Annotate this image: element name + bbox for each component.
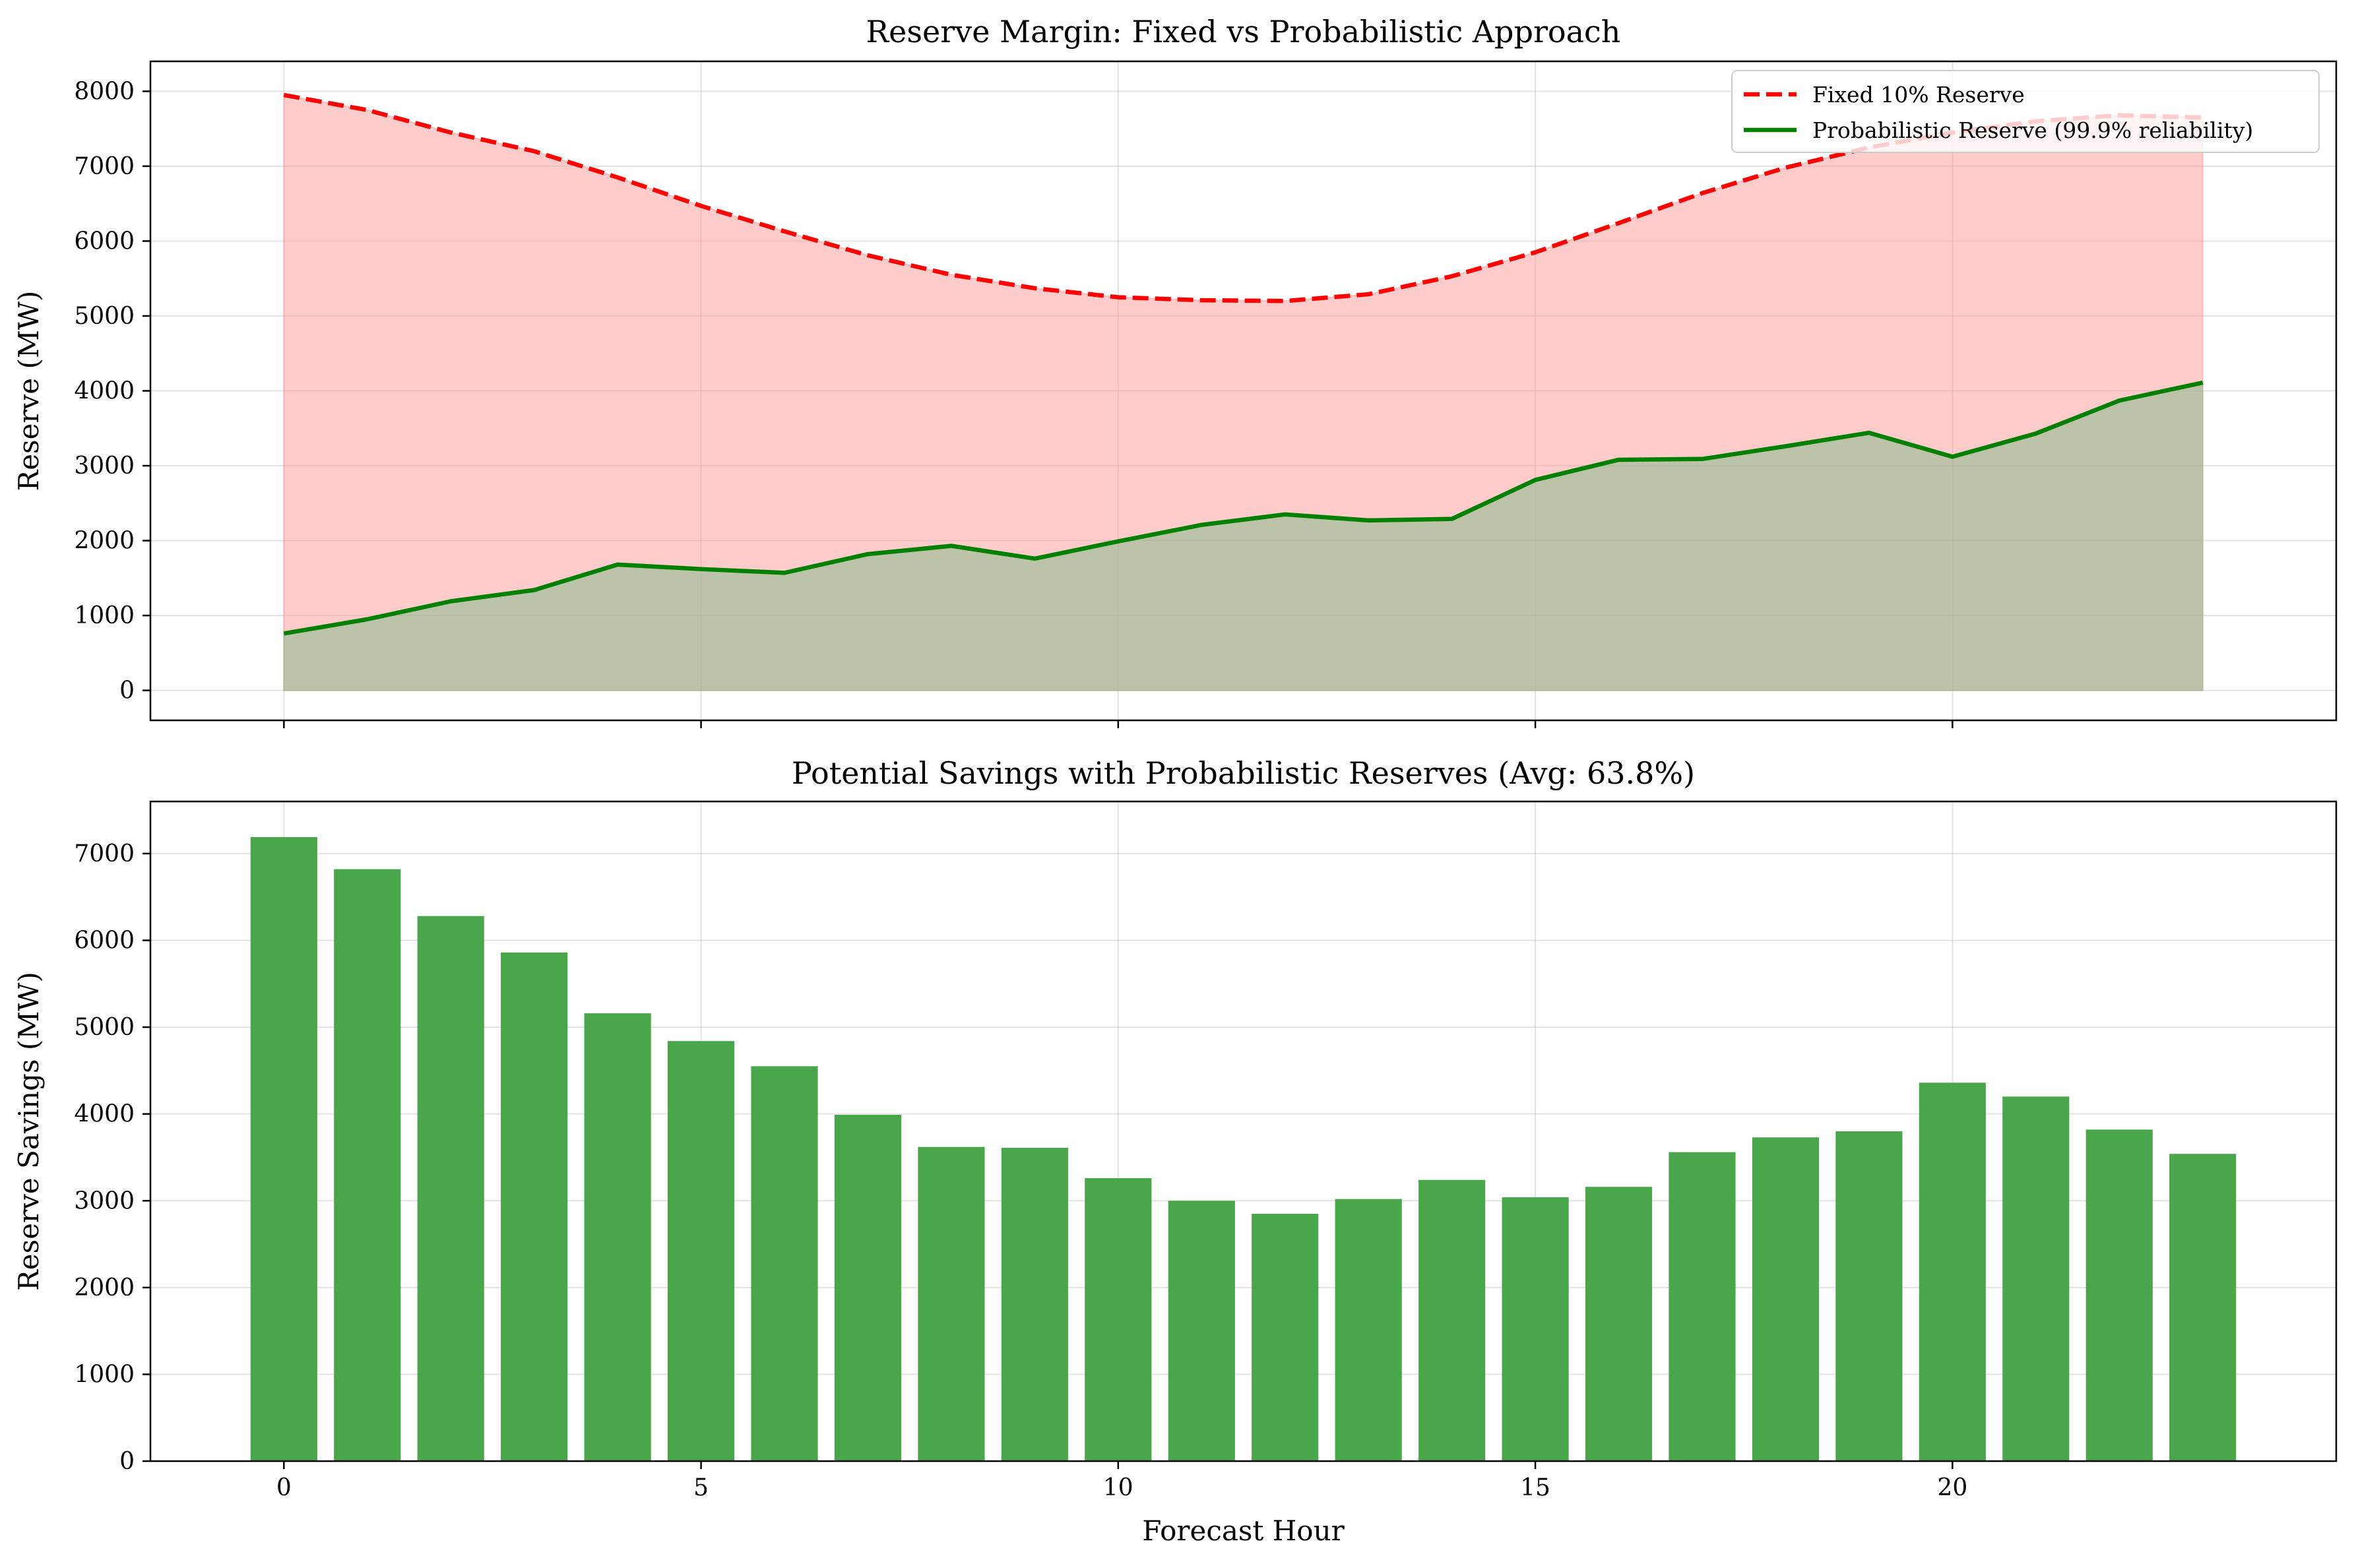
- bar: [1335, 1199, 1402, 1461]
- bar: [834, 1115, 902, 1461]
- bar: [1252, 1214, 1319, 1461]
- legend: Fixed 10% Reserve Probabilistic Reserve (…: [1731, 70, 2320, 153]
- y-tick-label: 4000: [74, 378, 135, 405]
- y-axis-label: Reserve (MW): [13, 291, 45, 491]
- y-tick-label: 3000: [74, 1187, 135, 1214]
- y-tick-label: 5000: [74, 303, 135, 330]
- y-tick-label: 6000: [74, 927, 135, 955]
- x-tick-label: 5: [693, 1474, 709, 1501]
- y-axis-label: Reserve Savings (MW): [13, 972, 45, 1291]
- bar: [250, 836, 317, 1461]
- y-tick-label: 0: [119, 677, 135, 705]
- bar: [1502, 1197, 1569, 1461]
- axes-frame: [149, 800, 2338, 1462]
- series-line-1: [283, 380, 2204, 636]
- bar: [501, 952, 568, 1461]
- bar: [334, 869, 401, 1461]
- chart-title: Reserve Margin: Fixed vs Probabilistic A…: [866, 14, 1621, 49]
- chart-title: Potential Savings with Probabilistic Res…: [792, 755, 1695, 791]
- y-tick-label: 3000: [74, 453, 135, 480]
- bar: [1585, 1187, 1653, 1461]
- reserve-margin-panel: 0 1000 2000 3000 4000 5000 6000 7000 8000 Reserve…: [13, 14, 2338, 728]
- bar: [1752, 1137, 1820, 1461]
- x-tick-label: 0: [276, 1474, 292, 1501]
- bar: [1835, 1131, 1903, 1461]
- bar: [584, 1013, 651, 1461]
- y-tick-label: 7000: [74, 840, 135, 867]
- bar: [1168, 1201, 1235, 1461]
- reserve-savings-panel: 0 5 10 15 20 0 1000 2000 3000 4000 5000 6000 7000 Pot…: [13, 755, 2338, 1547]
- x-tick-label: 10: [1103, 1474, 1133, 1501]
- y-tick-label: 6000: [74, 228, 135, 255]
- y-tick-label: 2000: [74, 1274, 135, 1301]
- y-tick-label: 2000: [74, 528, 135, 555]
- x-tick-label: 15: [1520, 1474, 1550, 1501]
- y-tick-label: 1000: [74, 1361, 135, 1388]
- legend-label-1: Probabilistic Reserve (99.9% reliability…: [1812, 117, 2253, 143]
- x-axis-label: Forecast Hour: [1142, 1515, 1345, 1547]
- y-tick-label: 7000: [74, 153, 135, 180]
- bar: [417, 916, 484, 1461]
- y-tick-label: 1000: [74, 602, 135, 629]
- y-tick-label: 5000: [74, 1014, 135, 1041]
- bar: [2169, 1154, 2237, 1461]
- bar: [751, 1066, 818, 1461]
- legend-label-0: Fixed 10% Reserve: [1812, 82, 2025, 108]
- y-tick-label: 0: [119, 1448, 135, 1475]
- bar: [918, 1146, 985, 1461]
- y-tick-label: 8000: [74, 78, 135, 105]
- y-tick-label: 4000: [74, 1101, 135, 1128]
- bar: [1669, 1152, 1736, 1461]
- bar: [1418, 1179, 1486, 1461]
- bar: [667, 1041, 735, 1461]
- bar: [2002, 1096, 2070, 1461]
- bar: [2085, 1129, 2153, 1461]
- legend-box: [1731, 70, 2320, 153]
- x-tick-label: 20: [1937, 1474, 1967, 1501]
- bar: [1085, 1178, 1152, 1461]
- bar: [1919, 1082, 1986, 1461]
- bar: [1001, 1148, 1068, 1461]
